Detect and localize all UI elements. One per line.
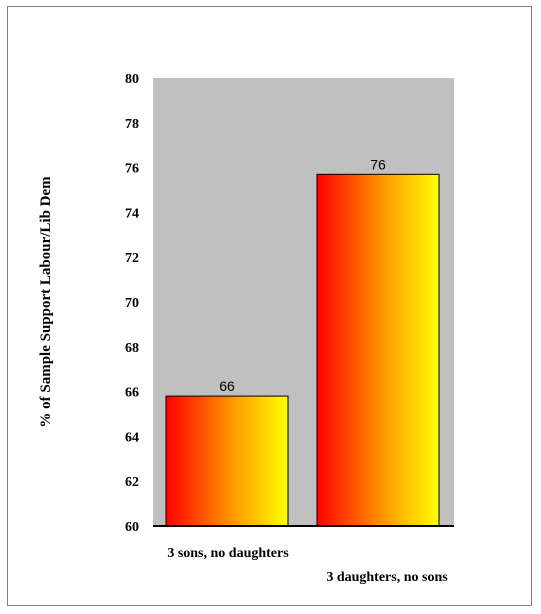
x-category-label: 3 sons, no daughters	[167, 546, 289, 561]
y-tick-label: 74	[125, 206, 139, 221]
y-tick-label: 80	[125, 72, 139, 87]
y-tick-label: 66	[125, 386, 139, 401]
y-axis-title: % of Sample Support Labour/Lib Dem	[38, 176, 54, 428]
y-tick-label: 68	[125, 341, 139, 356]
x-category-label: 3 daughters, no sons	[326, 570, 448, 585]
bar	[165, 395, 289, 527]
y-axis-ticks: 60 62 64 66 68 70 72 74 76 78 80	[125, 72, 139, 535]
y-tick-label: 62	[125, 475, 139, 490]
y-tick-label: 60	[125, 520, 139, 535]
y-tick-label: 70	[125, 296, 139, 311]
bar-data-label: 76	[370, 156, 386, 172]
bar	[316, 173, 440, 527]
bar-data-label: 66	[219, 378, 235, 394]
y-tick-label: 72	[125, 251, 139, 266]
x-axis-labels: 3 sons, no daughters 3 daughters, no sons	[167, 546, 448, 585]
y-tick-label: 64	[125, 430, 139, 445]
y-tick-label: 78	[125, 117, 139, 132]
bars: 66 76	[165, 156, 440, 527]
y-tick-label: 76	[125, 162, 139, 177]
